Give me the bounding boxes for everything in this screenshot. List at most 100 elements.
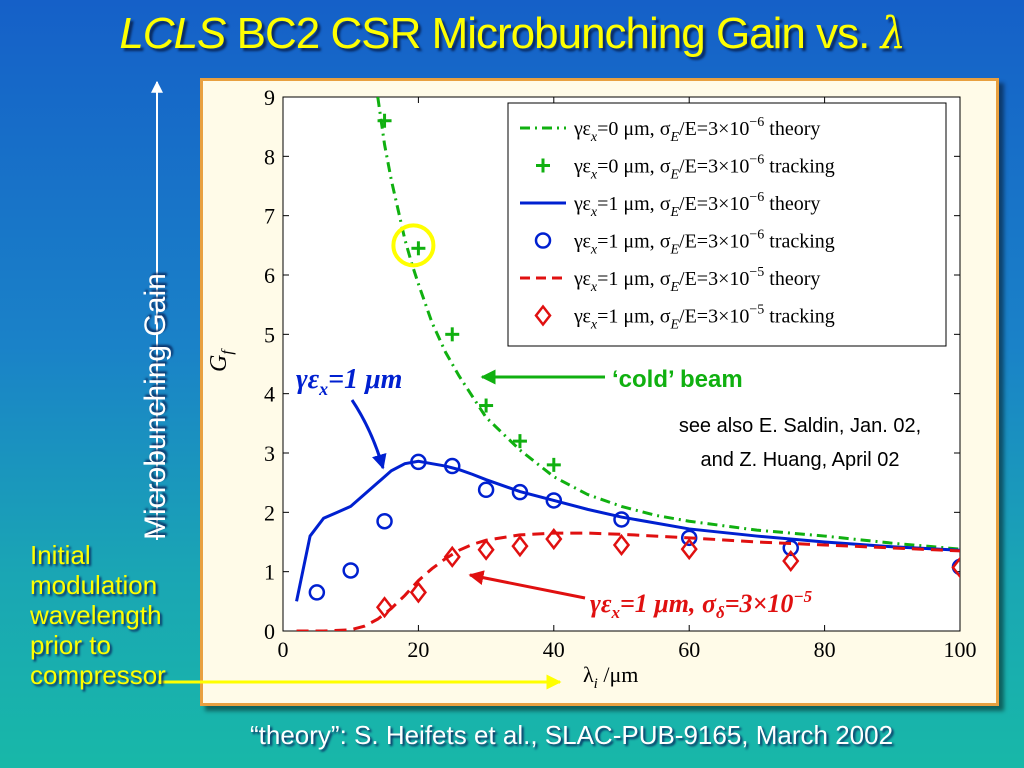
y-tick-label: 5 (264, 322, 275, 347)
x-tick-label: 20 (407, 637, 429, 662)
legend-eq: =1 μm, (597, 306, 660, 328)
sigma-ge: γε (590, 589, 612, 618)
series-5-point (409, 581, 427, 604)
legend-exp: −5 (749, 265, 764, 280)
legend-sub: x (590, 168, 598, 183)
series-5-point (680, 538, 698, 561)
x-tick-label: 60 (678, 637, 700, 662)
legend-rest: /E=3×10 (679, 118, 749, 140)
legend-tail: theory (764, 193, 820, 215)
legend-exp: −6 (749, 228, 764, 243)
page-title: LCLS BC2 CSR Microbunching Gain vs. λ (0, 8, 1024, 59)
y-tick-label: 1 (264, 560, 275, 585)
legend-sigma-sub: E (669, 280, 679, 295)
legend-tail: tracking (764, 231, 835, 253)
series-1-point (445, 327, 460, 342)
legend-sigma-sub: E (669, 168, 679, 183)
legend-ge: γε (573, 268, 591, 290)
legend-box (507, 102, 947, 347)
see-also-line-2: and Z. Huang, April 02 (700, 449, 899, 471)
legend-entry-1: γεx=0 μm, σE/E=3×10−6 tracking (536, 153, 835, 183)
legend-entry-2: γεx=1 μm, σE/E=3×10−6 theory (520, 190, 820, 220)
bottom-left-note: Initial modulation wavelength prior to c… (30, 540, 190, 690)
legend-eq: =0 μm, (597, 118, 660, 140)
sigma-sub: δ (716, 603, 725, 622)
legend-label: γεx=1 μm, σE/E=3×10−6 tracking (573, 228, 835, 258)
legend-eq: =0 μm, (597, 156, 660, 178)
x-axis-symbol: λ (583, 662, 594, 687)
y-axis-subscript: f (219, 348, 236, 355)
y-axis-label: Gf (206, 348, 236, 372)
sigma-symbol: σ (702, 589, 717, 618)
series-3-point (444, 457, 461, 475)
series-5-point (951, 556, 960, 579)
legend-eq: =1 μm, (597, 193, 660, 215)
series-line-0 (376, 97, 960, 551)
y-tick-label: 8 (264, 144, 275, 169)
title-italic-part: LCLS (119, 9, 226, 58)
y-tick-label: 4 (264, 382, 275, 407)
legend-ge: γε (573, 118, 591, 140)
y-tick-label: 9 (264, 85, 275, 110)
side-label-text: Microbunching Gain (139, 273, 172, 540)
legend-sub: x (590, 205, 598, 220)
legend-sub: x (590, 280, 598, 295)
sigma-emit-value: =1 μm, (620, 589, 702, 618)
y-tick-label: 3 (264, 441, 275, 466)
legend-sigma: σ (660, 193, 671, 215)
legend-tail: theory (764, 268, 820, 290)
legend-marker-sample (534, 304, 552, 327)
legend-entry-0: γεx=0 μm, σE/E=3×10−6 theory (520, 115, 820, 145)
emittance-annotation: γεx=1 μm (296, 364, 402, 399)
legend-entry-3: γεx=1 μm, σE/E=3×10−6 tracking (534, 228, 835, 258)
series-3-point (613, 511, 630, 528)
series-5-point (545, 527, 563, 551)
legend-tail: tracking (764, 156, 835, 178)
legend-tail: theory (764, 118, 820, 140)
x-axis-label: λi /μm (583, 662, 638, 692)
series-3-point (342, 562, 359, 579)
series-3-point (545, 492, 563, 509)
legend-sigma-sub: E (669, 318, 679, 333)
y-tick-label: 6 (264, 263, 275, 288)
cold-beam-label: ‘cold’ beam (612, 366, 743, 393)
legend-sigma-sub: E (669, 205, 679, 220)
legend-label: γεx=0 μm, σE/E=3×10−6 theory (573, 115, 820, 145)
legend-rest: /E=3×10 (679, 268, 749, 290)
series-3-point (782, 539, 799, 557)
series-1-point (479, 398, 494, 413)
legend-sigma: σ (660, 156, 671, 178)
footer-note: “theory”: S. Heifets et al., SLAC-PUB-91… (250, 720, 894, 750)
series-1-point (546, 457, 561, 472)
highlight-circle (391, 223, 436, 268)
bottom-left-line-2: modulation (30, 570, 158, 600)
series-5-point (511, 535, 529, 558)
legend-sigma: σ (660, 118, 671, 140)
bottom-left-line-5: compressor (30, 660, 166, 690)
sigma-arrow (468, 570, 586, 600)
legend-rest: /E=3×10 (679, 193, 749, 215)
series-1-point (512, 434, 527, 449)
legend-exp: −6 (749, 190, 764, 205)
x-tick-label: 40 (543, 637, 565, 662)
legend-tail: tracking (764, 306, 835, 328)
series-5-point (375, 596, 394, 619)
legend-ge: γε (573, 156, 591, 178)
y-axis-symbol: G (206, 355, 232, 372)
legend-exp: −5 (749, 303, 764, 318)
legend-rest: /E=3×10 (679, 231, 749, 253)
x-axis-subscript: i (594, 676, 598, 692)
legend-marker-sample (534, 232, 552, 249)
legend-label: γεx=0 μm, σE/E=3×10−6 tracking (573, 153, 835, 183)
emittance-arrow (350, 399, 387, 470)
legend-label: γεx=1 μm, σE/E=3×10−6 theory (573, 190, 820, 220)
series-3-point (477, 481, 495, 499)
series-3-point (511, 483, 529, 501)
bottom-left-line-4: prior to (30, 630, 111, 660)
y-tick-label: 0 (264, 619, 275, 644)
legend-sigma-sub: E (669, 243, 679, 258)
y-tick-label: 7 (264, 204, 275, 229)
legend-entry-5: γεx=1 μm, σE/E=3×10−5 tracking (534, 303, 835, 333)
plot-layer (295, 97, 960, 631)
